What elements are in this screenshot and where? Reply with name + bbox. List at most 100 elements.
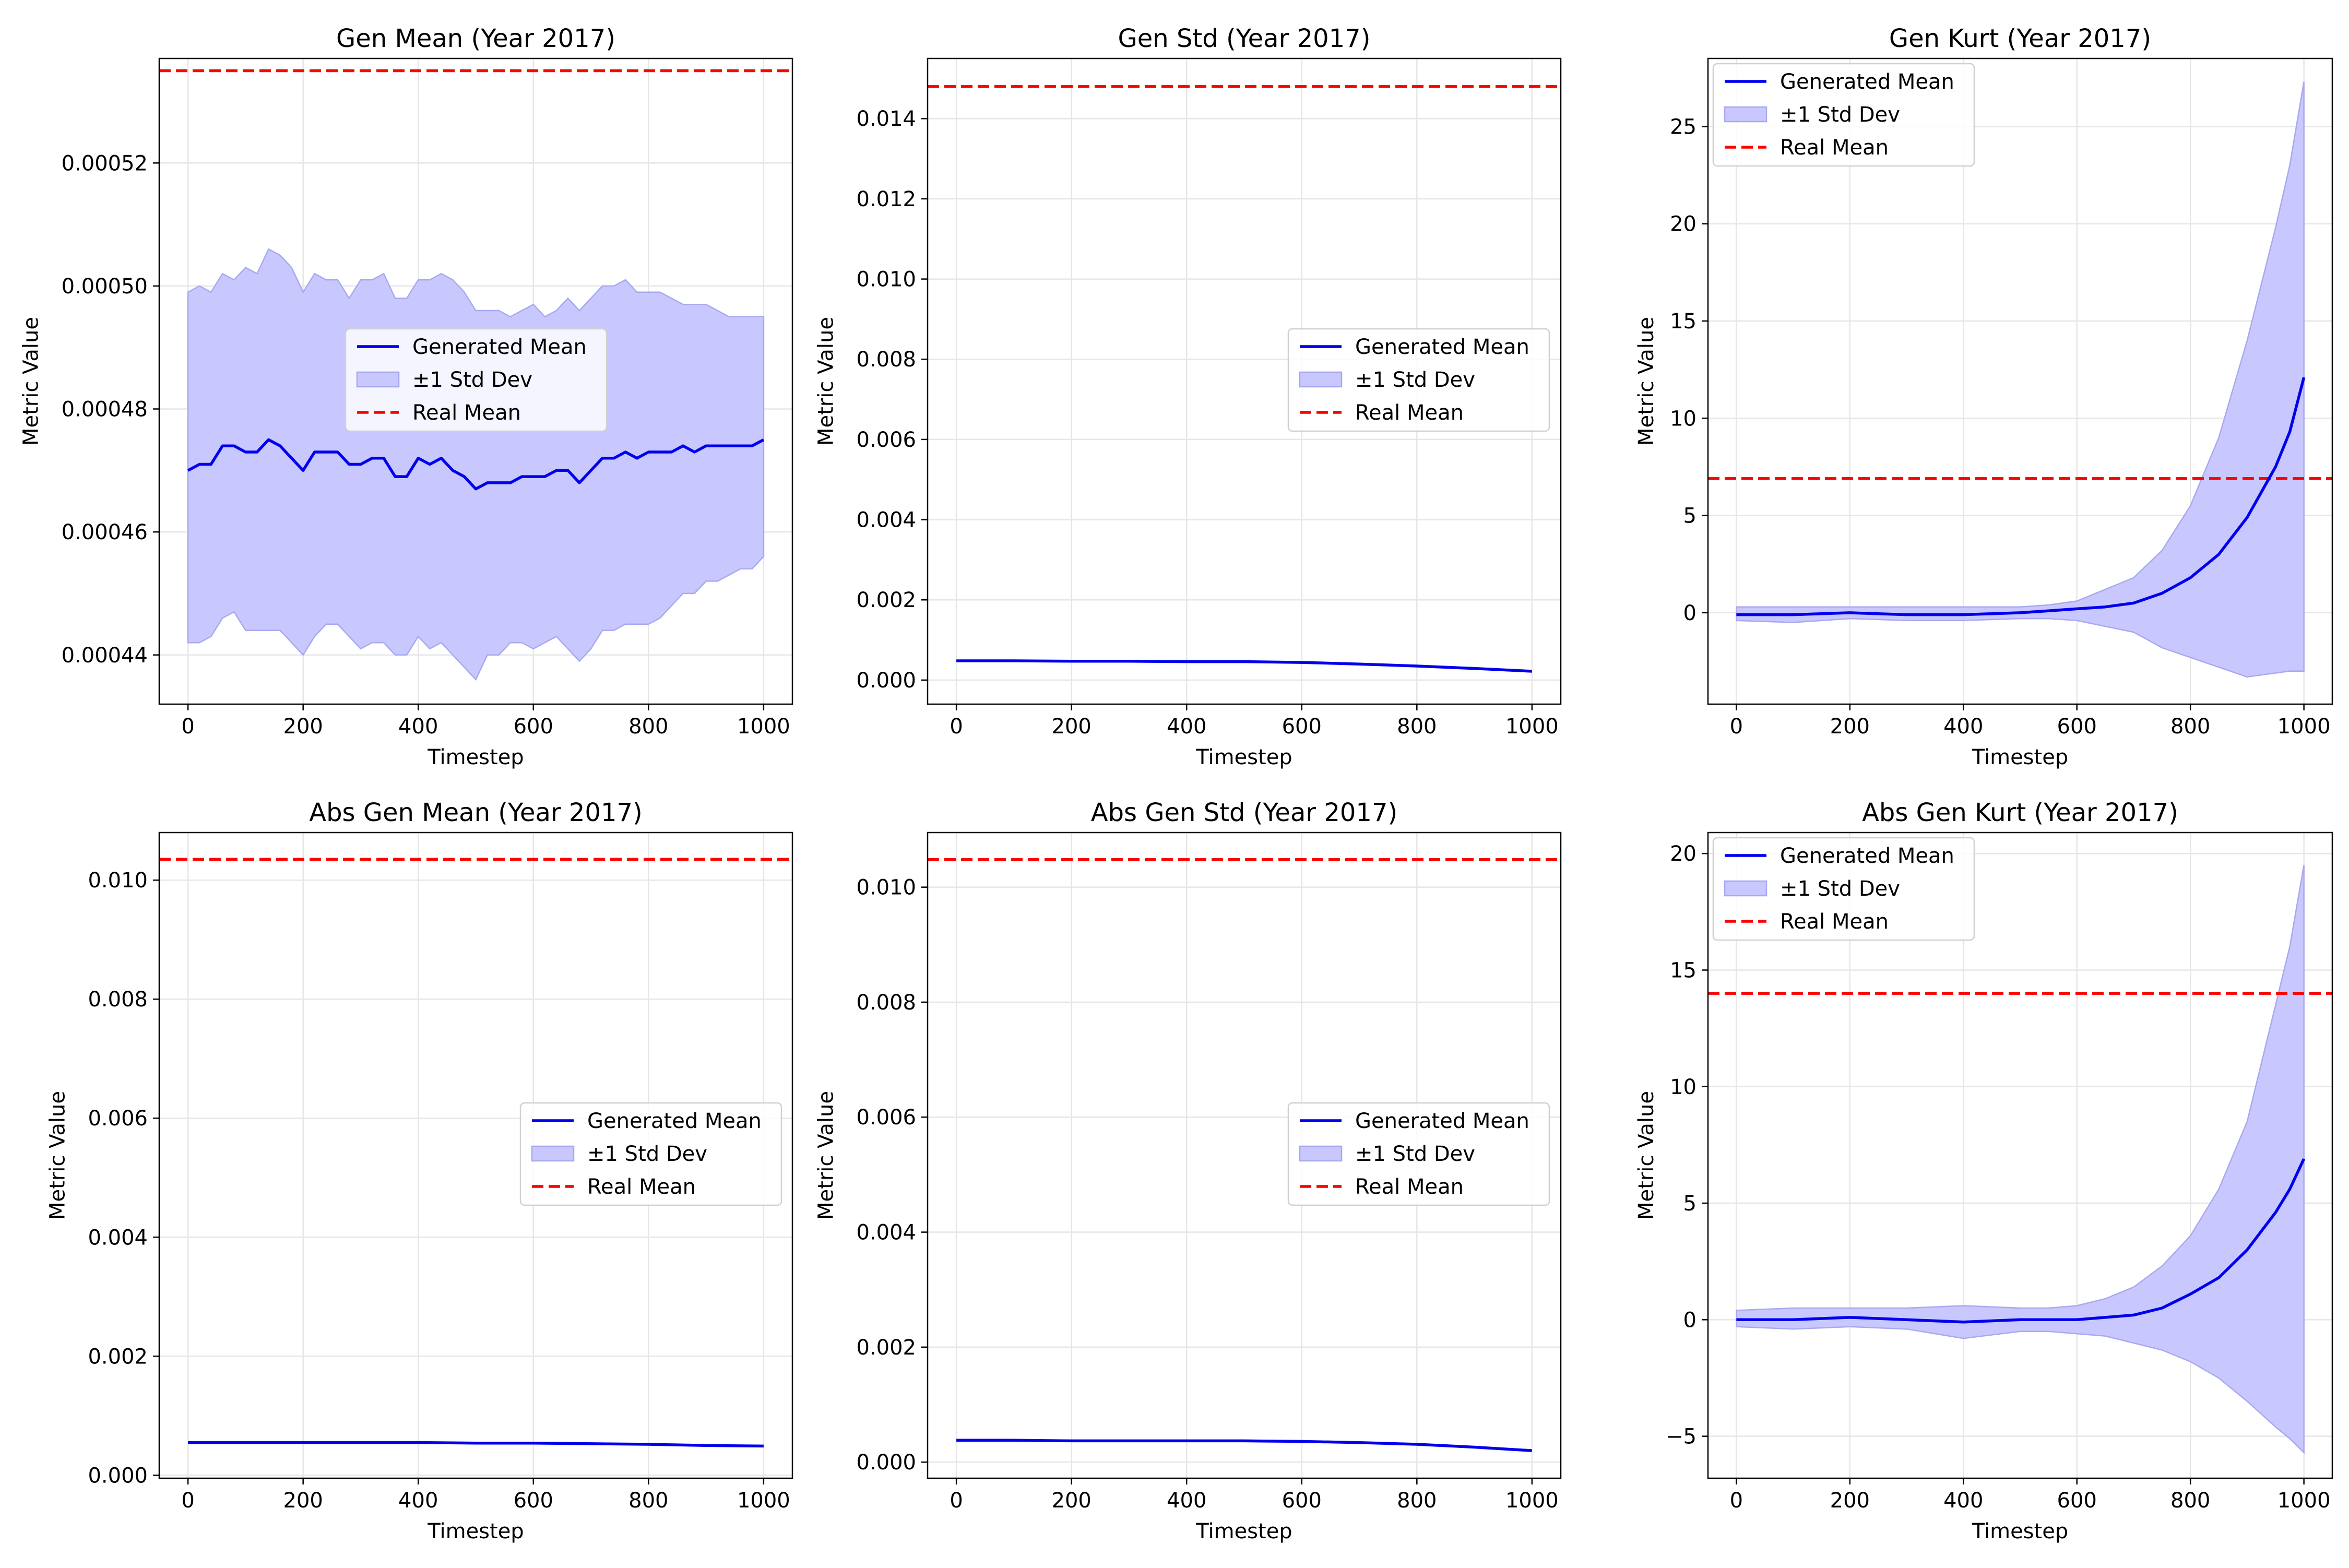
x-tick-label: 1000 <box>1505 1489 1559 1513</box>
x-tick-label: 400 <box>1167 715 1206 739</box>
legend: Generated Mean ±1 Std Dev Real Mean <box>519 1102 782 1206</box>
y-tick-label: 0.000 <box>88 1464 148 1488</box>
subplot-2: 0 200 400 600 800 1000 0.000 0.002 0.004 0.006 0.0… <box>814 24 1562 769</box>
y-tick-label: 0.004 <box>856 508 916 532</box>
x-tick-label: 400 <box>1167 1489 1206 1513</box>
axes-frame <box>927 57 1562 705</box>
generated-mean-line <box>188 1441 764 1448</box>
y-tick-label: 0.010 <box>88 869 148 893</box>
x-tick-label: 600 <box>1282 1489 1322 1513</box>
chart-title: Abs Gen Kurt (Year 2017) <box>1862 798 2178 827</box>
x-tick-label: 400 <box>1943 715 1983 739</box>
legend-label: ±1 Std Dev <box>1780 877 1900 901</box>
subplot-6: 0 200 400 600 800 1000 −5 0 5 10 15 20 Abs Gen Kurt … <box>1634 798 2333 1543</box>
y-tick-label: 0 <box>1683 1308 1696 1332</box>
generated-mean-line <box>956 1439 1533 1452</box>
legend-swatch-band <box>1299 1145 1343 1162</box>
x-tick-label: 200 <box>1830 1489 1870 1513</box>
x-tick-label: 0 <box>181 1489 194 1513</box>
x-tick-label: 1000 <box>1505 715 1559 739</box>
legend-box <box>1712 837 1975 941</box>
x-axis-label: Timestep <box>1195 1519 1292 1543</box>
legend-label: Real Mean <box>1355 401 1464 425</box>
legend-label: Generated Mean <box>587 1109 762 1133</box>
y-tick-label: 0.012 <box>856 187 916 211</box>
y-tick-label: 20 <box>1670 842 1696 866</box>
std-dev-band <box>187 248 765 681</box>
y-tick-label: 0.006 <box>856 428 916 452</box>
x-tick-label: 600 <box>2057 715 2097 739</box>
x-tick-label: 1000 <box>2277 715 2331 739</box>
legend-swatch-band <box>356 371 400 388</box>
y-tick-label: 25 <box>1670 115 1696 139</box>
legend-box <box>1712 63 1975 167</box>
y-tick-label: 0.002 <box>856 1336 916 1360</box>
x-tick-label: 400 <box>1943 1489 1983 1513</box>
x-tick-label: 800 <box>2170 1489 2210 1513</box>
chart-title: Gen Kurt (Year 2017) <box>1889 24 2151 53</box>
y-tick-label: 5 <box>1683 504 1696 528</box>
generated-mean-line <box>187 438 765 491</box>
y-tick-label: 0.00052 <box>62 151 148 175</box>
legend-label: Generated Mean <box>1355 1109 1529 1133</box>
legend: Generated Mean ±1 Std Dev Real Mean <box>1712 63 1975 167</box>
legend: Generated Mean ±1 Std Dev Real Mean <box>345 328 608 432</box>
y-tick-label: 0.004 <box>856 1221 916 1245</box>
x-tick-label: 600 <box>514 1489 553 1513</box>
x-tick-label: 800 <box>2170 715 2210 739</box>
subplot-5: 0 200 400 600 800 1000 0.000 0.002 0.004 0.006 0.0… <box>814 798 1562 1543</box>
y-axis-label: Metric Value <box>1634 1091 1658 1220</box>
legend-label: Real Mean <box>587 1175 696 1199</box>
legend-label: Real Mean <box>1355 1175 1464 1199</box>
legend-label: ±1 Std Dev <box>1355 1142 1475 1166</box>
axes-frame <box>1707 57 2333 705</box>
x-tick-label: 800 <box>1397 1489 1437 1513</box>
x-tick-label: 400 <box>398 1489 438 1513</box>
axes-frame <box>927 831 1562 1479</box>
x-tick-label: 600 <box>514 715 553 739</box>
legend-label: Generated Mean <box>412 335 587 359</box>
y-tick-label: 5 <box>1683 1192 1696 1216</box>
legend-swatch-band <box>1724 880 1767 897</box>
subplot-3: 0 200 400 600 800 1000 0 5 10 15 20 25 Gen Kurt (Yea… <box>1634 24 2333 769</box>
y-tick-label: 10 <box>1670 1075 1696 1099</box>
y-tick-label: 10 <box>1670 407 1696 431</box>
x-tick-label: 1000 <box>737 1489 790 1513</box>
axes-frame <box>158 57 793 705</box>
x-tick-label: 200 <box>1052 1489 1092 1513</box>
x-tick-label: 200 <box>1830 715 1870 739</box>
y-tick-label: 0.014 <box>856 107 916 131</box>
legend-box <box>1287 1102 1550 1206</box>
y-tick-label: 0.006 <box>856 1106 916 1130</box>
x-tick-label: 600 <box>2057 1489 2097 1513</box>
std-dev-band <box>1736 81 2305 678</box>
legend-box <box>1287 328 1550 432</box>
x-tick-label: 800 <box>628 1489 668 1513</box>
x-tick-label: 800 <box>1397 715 1437 739</box>
y-axis-label: Metric Value <box>814 1091 838 1220</box>
y-tick-label: 0.008 <box>856 991 916 1015</box>
legend-label: ±1 Std Dev <box>1355 368 1475 392</box>
x-tick-label: 0 <box>181 715 194 739</box>
x-tick-label: 0 <box>950 715 963 739</box>
x-tick-label: 0 <box>1730 715 1743 739</box>
x-axis-label: Timestep <box>1972 1519 2068 1543</box>
x-axis-label: Timestep <box>427 1519 524 1543</box>
legend: Generated Mean ±1 Std Dev Real Mean <box>1287 328 1550 432</box>
x-axis-label: Timestep <box>427 745 524 769</box>
legend: Generated Mean ±1 Std Dev Real Mean <box>1712 837 1975 941</box>
y-axis-label: Metric Value <box>19 317 43 446</box>
x-tick-label: 200 <box>1052 715 1092 739</box>
legend-label: Generated Mean <box>1355 335 1529 359</box>
x-tick-label: 0 <box>950 1489 963 1513</box>
y-tick-label: 0.010 <box>856 876 916 900</box>
axes-frame <box>1707 831 2333 1479</box>
y-tick-label: 0.00046 <box>62 520 148 544</box>
legend-label: Real Mean <box>1780 910 1889 934</box>
y-tick-label: 0.000 <box>856 1451 916 1475</box>
x-tick-label: 200 <box>283 1489 323 1513</box>
std-dev-band <box>1736 865 2305 1454</box>
legend-box <box>345 328 608 432</box>
